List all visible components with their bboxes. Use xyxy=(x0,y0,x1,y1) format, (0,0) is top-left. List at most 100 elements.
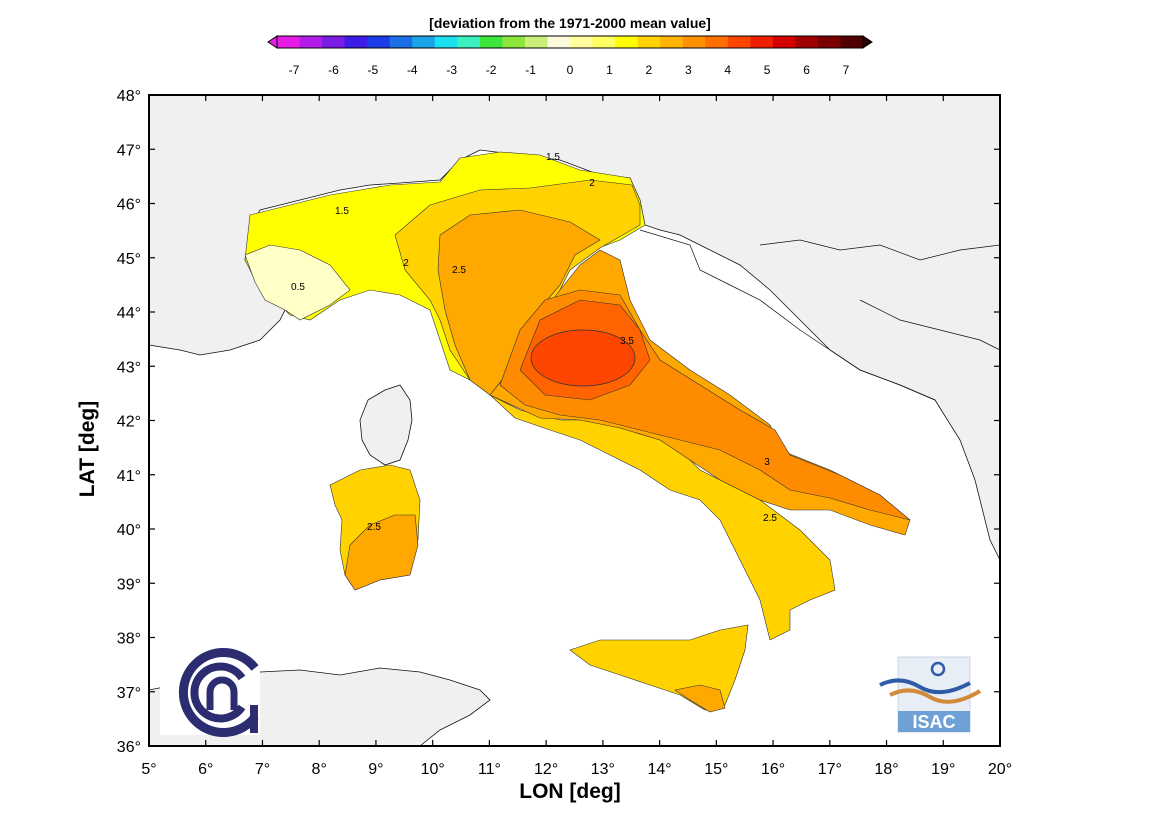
y-tick-label: 43° xyxy=(117,359,141,376)
x-tick-label: 6° xyxy=(198,761,213,778)
y-tick-label: 42° xyxy=(117,414,141,431)
colorbar-tick-label: 2 xyxy=(646,63,653,77)
colorbar-segment xyxy=(570,36,594,48)
colorbar-tick-label: -6 xyxy=(328,63,339,77)
y-tick-label: 39° xyxy=(117,576,141,593)
contour-label: 2 xyxy=(403,258,409,269)
colorbar-tick-label: 3 xyxy=(685,63,692,77)
colorbar-tick-label: -3 xyxy=(446,63,457,77)
colorbar-tick-label: -2 xyxy=(486,63,497,77)
x-tick-label: 11° xyxy=(478,761,501,778)
contour-label: 2 xyxy=(589,178,595,189)
colorbar-segment xyxy=(682,36,706,48)
x-tick-label: 16° xyxy=(761,761,785,778)
band-4 xyxy=(530,329,636,387)
sardinia-south xyxy=(344,514,419,591)
colorbar-segment xyxy=(727,36,751,48)
colorbar-segment xyxy=(592,36,616,48)
colorbar-tick-label: -4 xyxy=(407,63,418,77)
x-axis-label: LON [deg] xyxy=(519,780,621,803)
colorbar-segment xyxy=(772,36,796,48)
x-tick-label: 10° xyxy=(421,761,445,778)
colorbar-ticks: -7 -6 -5 -4 -3 -2 -1 0 1 2 3 4 5 6 7 xyxy=(289,63,850,77)
colorbar-segment xyxy=(389,36,413,48)
y-tick-label: 47° xyxy=(117,142,141,159)
colorbar-segment xyxy=(299,36,323,48)
x-tick-label: 15° xyxy=(704,761,728,778)
colorbar-segment xyxy=(705,36,729,48)
contour-label: 3 xyxy=(764,457,770,468)
contour-label: 3.5 xyxy=(620,336,634,347)
sicily-south xyxy=(674,684,726,713)
contour-label: 1.5 xyxy=(546,152,560,163)
y-tick-label: 44° xyxy=(117,305,141,322)
colorbar-segment xyxy=(615,36,639,48)
x-tick-label: 9° xyxy=(368,761,383,778)
colorbar-tick-label: 6 xyxy=(803,63,810,77)
colorbar-tick-label: 7 xyxy=(843,63,850,77)
y-axis-label: LAT [deg] xyxy=(76,400,99,498)
y-tick-label: 36° xyxy=(117,739,141,756)
y-tick-label: 37° xyxy=(117,685,141,702)
colorbar-segment xyxy=(547,36,571,48)
contour-label: 2.5 xyxy=(367,522,381,533)
x-tick-label: 13° xyxy=(591,761,615,778)
colorbar-right-arrow xyxy=(862,35,873,49)
x-tick-label: 8° xyxy=(312,761,327,778)
colorbar-segment xyxy=(457,36,481,48)
corsica xyxy=(359,384,413,466)
colorbar-tick-label: -7 xyxy=(289,63,300,77)
colorbar-segment xyxy=(412,36,436,48)
x-axis-ticks: 5° 6° 7° 8° 9° 10° 11° 12° 13° 14° 15° 16° 17° 18° 19°… xyxy=(141,95,1012,778)
x-tick-label: 19° xyxy=(931,761,955,778)
y-tick-label: 48° xyxy=(117,88,141,105)
colorbar-segment xyxy=(750,36,774,48)
colorbar-tick-label: -1 xyxy=(525,63,536,77)
colorbar-tick-label: 1 xyxy=(606,63,613,77)
colorbar-segment xyxy=(524,36,548,48)
colorbar-segment xyxy=(479,36,503,48)
contour-label: 1.5 xyxy=(335,206,349,217)
y-tick-label: 38° xyxy=(117,631,141,648)
colorbar-segment xyxy=(637,36,661,48)
x-tick-label: 14° xyxy=(647,761,671,778)
cnr-logo xyxy=(160,648,260,737)
contour-label: 2.5 xyxy=(763,513,777,524)
map-area: 1.5 2 1.5 0.5 2 2.5 3.5 3 2.5 2.5 xyxy=(148,94,1001,747)
y-tick-label: 40° xyxy=(117,522,141,539)
colorbar-segment xyxy=(344,36,368,48)
y-axis-ticks: 48° 47° 46° 45° 44° 43° 42° 41° 40° 39° 38° 37° 36° xyxy=(117,88,1000,756)
colorbar-border xyxy=(276,35,864,49)
colorbar-segment xyxy=(795,36,819,48)
y-tick-label: 45° xyxy=(117,251,141,268)
colorbar-tick-label: 5 xyxy=(764,63,771,77)
balkan-borders xyxy=(639,229,1001,401)
colorbar-segment xyxy=(277,36,301,48)
colorbar-segment xyxy=(660,36,684,48)
x-tick-label: 17° xyxy=(818,761,842,778)
colorbar-segment xyxy=(817,36,841,48)
colorbar-segment xyxy=(840,36,864,48)
band-west-pale xyxy=(244,244,351,321)
y-tick-label: 41° xyxy=(117,468,141,485)
contour-label: 2.5 xyxy=(452,265,466,276)
colorbar-tick-label: 0 xyxy=(567,63,574,77)
x-tick-label: 5° xyxy=(141,761,156,778)
x-tick-label: 20° xyxy=(988,761,1012,778)
y-tick-label: 46° xyxy=(117,197,141,214)
x-tick-label: 18° xyxy=(874,761,898,778)
x-tick-label: 12° xyxy=(534,761,558,778)
contour-labels: 1.5 2 1.5 0.5 2 2.5 3.5 3 2.5 2.5 xyxy=(291,152,777,533)
isac-logo-text: ISAC xyxy=(912,712,955,732)
colorbar-title: [deviation from the 1971-2000 mean value… xyxy=(429,15,711,31)
colorbar-segment xyxy=(367,36,391,48)
colorbar-tick-label: -5 xyxy=(368,63,379,77)
colorbar-segment xyxy=(322,36,346,48)
colorbar xyxy=(267,35,873,49)
colorbar-tick-label: 4 xyxy=(724,63,731,77)
colorbar-segment xyxy=(434,36,458,48)
isac-logo: ISAC xyxy=(879,656,982,733)
colorbar-left-arrow xyxy=(267,35,278,49)
x-tick-label: 7° xyxy=(255,761,270,778)
